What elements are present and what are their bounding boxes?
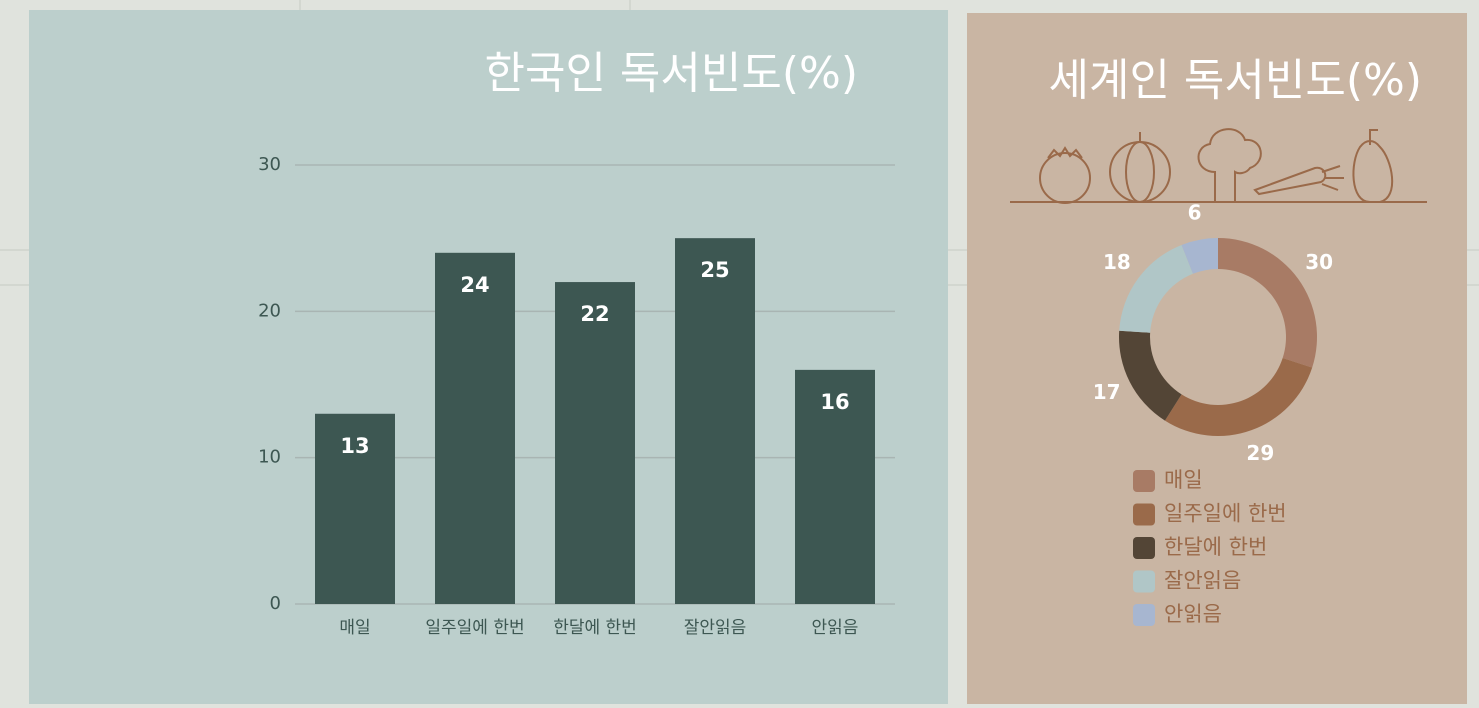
x-tick-label: 매일 bbox=[339, 618, 370, 638]
page: 한국인 독서빈도(%) 세계인 독서빈도(%) 0 10 20 30 13 매일 24 일주일… bbox=[0, 0, 1479, 704]
y-tick-label: 20 bbox=[258, 300, 281, 321]
x-tick-label: 안읽음 bbox=[812, 618, 859, 638]
y-tick-label: 10 bbox=[258, 447, 281, 468]
value-label: 16 bbox=[820, 390, 849, 414]
right-panel bbox=[967, 13, 1467, 704]
value-label: 30 bbox=[1305, 250, 1333, 274]
y-tick-label: 30 bbox=[258, 154, 281, 175]
value-label: 6 bbox=[1188, 201, 1202, 225]
chart: 한국인 독서빈도(%) 세계인 독서빈도(%) 0 10 20 30 13 매일 24 일주일… bbox=[0, 0, 1479, 704]
legend-swatch bbox=[1133, 504, 1155, 526]
legend-label: 안읽음 bbox=[1164, 602, 1222, 626]
chart-title: 한국인 독서빈도(%) bbox=[485, 48, 859, 99]
value-label: 29 bbox=[1246, 441, 1274, 465]
value-label: 17 bbox=[1093, 380, 1121, 404]
legend-label: 일주일에 한번 bbox=[1164, 502, 1287, 526]
value-label: 25 bbox=[700, 258, 729, 282]
legend-swatch bbox=[1133, 571, 1155, 593]
value-label: 18 bbox=[1103, 250, 1131, 274]
chart-title: 세계인 독서빈도(%) bbox=[1049, 55, 1423, 106]
legend-label: 잘안읽음 bbox=[1164, 569, 1241, 593]
bar bbox=[555, 282, 635, 604]
value-label: 22 bbox=[580, 302, 609, 326]
legend-swatch bbox=[1133, 537, 1155, 559]
value-label: 13 bbox=[340, 434, 369, 458]
legend-label: 매일 bbox=[1164, 468, 1203, 492]
legend-swatch bbox=[1133, 470, 1155, 492]
legend-swatch bbox=[1133, 604, 1155, 626]
bar bbox=[435, 253, 515, 604]
legend-label: 한달에 한번 bbox=[1164, 535, 1267, 559]
value-label: 24 bbox=[460, 273, 489, 297]
x-tick-label: 잘안읽음 bbox=[684, 618, 747, 638]
x-tick-label: 일주일에 한번 bbox=[425, 618, 524, 638]
y-tick-label: 0 bbox=[270, 593, 281, 614]
x-tick-label: 한달에 한번 bbox=[553, 618, 637, 638]
bar bbox=[675, 238, 755, 604]
